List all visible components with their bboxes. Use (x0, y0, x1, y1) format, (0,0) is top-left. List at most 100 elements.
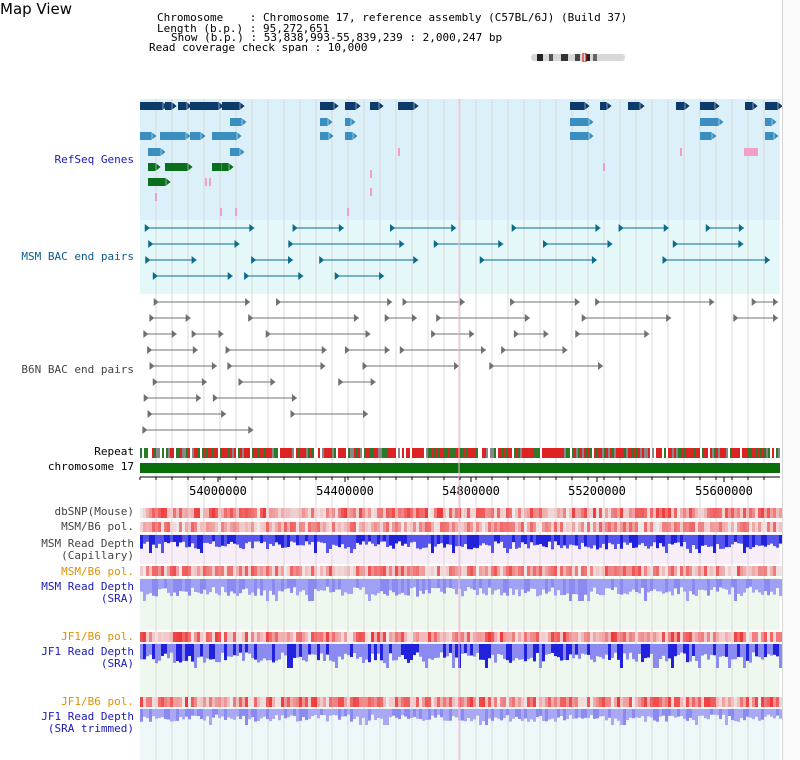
chromosome-bar[interactable] (140, 463, 780, 473)
depth-bar (581, 535, 584, 543)
read-depth-tracks[interactable] (140, 535, 782, 725)
heat-cell (332, 697, 335, 707)
depth-bar (467, 535, 470, 550)
heat-cell (632, 508, 635, 518)
gene-arrow (328, 131, 335, 141)
repeat-cell (288, 448, 290, 458)
depth-bar (254, 709, 257, 722)
heat-cell (230, 508, 233, 518)
heat-cell (545, 566, 548, 576)
depth-bar (143, 579, 146, 601)
depth-bar (287, 644, 290, 668)
repeat-cell (506, 448, 508, 458)
depth-bar (140, 644, 143, 660)
heat-cell (323, 632, 326, 642)
gene-block (212, 102, 219, 110)
depth-bar (707, 579, 710, 596)
depth-bar (572, 709, 575, 719)
depth-bar (329, 579, 332, 593)
heat-cell (485, 566, 488, 576)
heat-cell (437, 697, 440, 707)
depth-bar (221, 579, 224, 587)
heat-cell (683, 522, 686, 532)
heat-cell (203, 566, 206, 576)
depth-bar (479, 579, 482, 589)
heat-cell (644, 522, 647, 532)
depth-bar (434, 644, 437, 658)
depth-bar (611, 579, 614, 591)
depth-bar (767, 709, 770, 715)
heat-cell (662, 522, 665, 532)
heat-cell (146, 697, 149, 707)
repeat-cell (764, 448, 766, 458)
bac-end-right (291, 394, 297, 402)
depth-bar (380, 709, 383, 719)
heat-cell (530, 632, 533, 642)
depth-bar (593, 535, 596, 546)
bac-end-left (513, 330, 519, 338)
heat-cell (623, 508, 626, 518)
depth-bar (566, 579, 569, 594)
chromosome-ideogram[interactable] (531, 53, 625, 62)
gene-block (178, 102, 187, 110)
depth-bar (671, 709, 674, 716)
heat-cell (608, 522, 611, 532)
depth-bar (356, 579, 359, 588)
depth-bar (344, 644, 347, 654)
heat-cell (779, 632, 782, 642)
depth-bar (668, 709, 671, 716)
heat-cell (476, 522, 479, 532)
repeat-cell (454, 448, 456, 458)
heat-cell (506, 566, 509, 576)
b6n-bac-track[interactable] (142, 298, 778, 434)
repeat-cell (622, 448, 624, 458)
heat-cell (269, 566, 272, 576)
heat-cell (659, 566, 662, 576)
depth-bar (311, 709, 314, 717)
track-label-b6n-bac: B6N BAC end pairs (21, 363, 134, 376)
repeat-cell (392, 448, 394, 458)
depth-bar (716, 579, 719, 592)
depth-bar (401, 709, 404, 716)
bac-end-right (191, 256, 197, 264)
repeat-cell (746, 448, 748, 458)
track-label-msm-b6-pol-1: MSM/B6 pol. (61, 520, 134, 533)
heat-cell (305, 522, 308, 532)
refseq-gene-track[interactable] (140, 101, 784, 216)
depth-bar (179, 709, 182, 717)
depth-bar (635, 579, 638, 593)
depth-bar (155, 709, 158, 719)
depth-bar (533, 535, 536, 546)
show-range-info: Show (b.p.) : 53,838,993-55,839,239 : 2,… (171, 31, 503, 44)
depth-bar (206, 535, 209, 543)
depth-bar (740, 709, 743, 719)
heat-cell (560, 566, 563, 576)
depth-bar (668, 535, 671, 544)
polymorphism-heat-tracks[interactable] (140, 508, 782, 707)
depth-bar (392, 709, 395, 716)
heat-cell (467, 632, 470, 642)
depth-bar (737, 579, 740, 594)
heat-cell (548, 697, 551, 707)
depth-bar (161, 579, 164, 589)
gene-arrow (714, 101, 721, 111)
repeat-track[interactable] (140, 448, 780, 458)
depth-bar (704, 579, 707, 591)
msm-bac-track[interactable] (144, 224, 770, 280)
depth-bar (476, 644, 479, 653)
depth-bar (632, 535, 635, 548)
depth-bar (731, 535, 734, 545)
heat-cell (503, 522, 506, 532)
depth-bar (230, 709, 233, 719)
depth-bar (197, 709, 200, 717)
depth-bar (719, 579, 722, 588)
depth-bar (512, 535, 515, 543)
depth-bar (578, 579, 581, 601)
repeat-cell (598, 448, 600, 458)
heat-cell (758, 508, 761, 518)
heat-cell (428, 697, 431, 707)
depth-bar (680, 579, 683, 588)
heat-cell (683, 508, 686, 518)
depth-bar (425, 644, 428, 668)
